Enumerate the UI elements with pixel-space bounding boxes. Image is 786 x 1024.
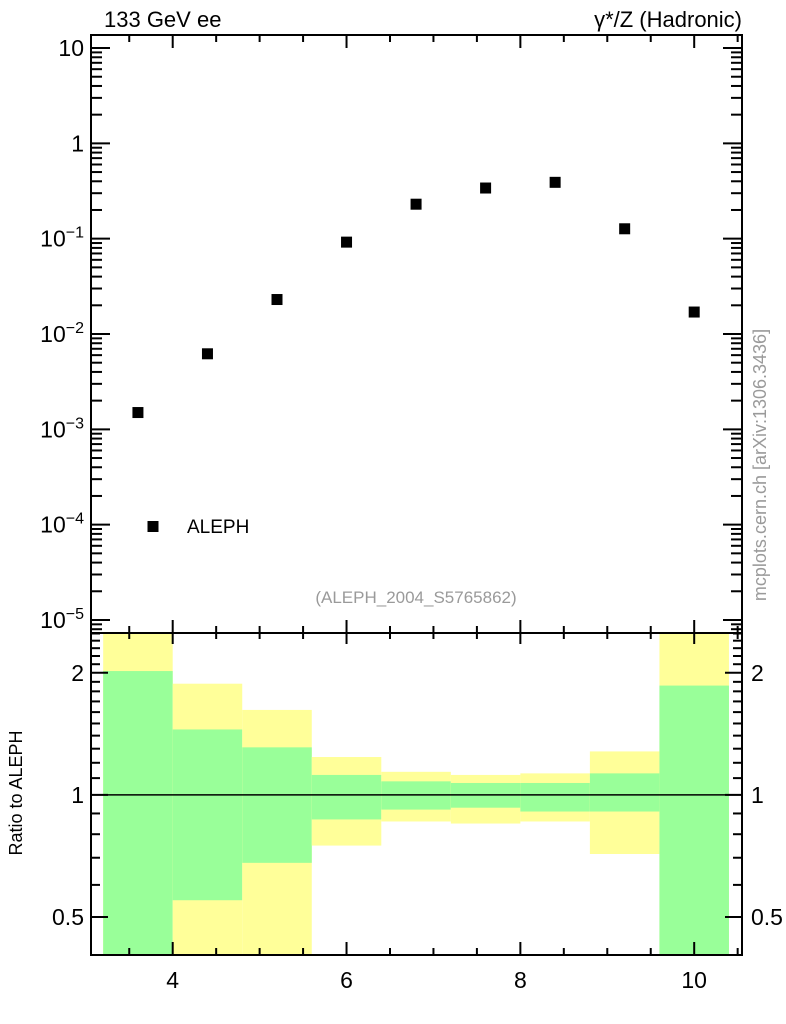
x-tick-label: 6 (340, 967, 353, 993)
data-point-marker (410, 198, 422, 210)
x-tick-label: 10 (681, 967, 707, 993)
ratio-bands-layer (91, 633, 742, 955)
main-y-tick-label: 10−1 (40, 225, 84, 252)
data-point-marker (480, 182, 492, 194)
legend-marker-square-icon (147, 521, 159, 532)
ratio-y-tick-label-left: 1 (71, 782, 84, 808)
main-plot-frame (90, 34, 743, 634)
data-point-marker (132, 407, 144, 419)
x-tick-label: 4 (166, 967, 179, 993)
main-y-tick-label: 10−4 (40, 511, 84, 538)
right-title: γ*/Z (Hadronic) (594, 7, 742, 32)
mcplots-arxiv-note: mcplots.cern.ch [arXiv:1306.3436] (750, 329, 770, 601)
ratio-band-green (103, 671, 173, 955)
ratio-band-green (172, 729, 243, 901)
data-point-marker (341, 236, 353, 248)
axes-layer (90, 34, 743, 956)
left-title: 133 GeV ee (104, 7, 221, 32)
data-point-marker (271, 294, 283, 306)
ratio-axis-label: Ratio to ALEPH (6, 730, 26, 855)
tick-labels-layer: 10 1 10−1 10−2 10−3 10−4 10−5 4 6 8 10 0.5 0.5 1 1 2 2 (40, 35, 783, 993)
watermark-analysis-id: (ALEPH_2004_S5765862) (315, 588, 516, 607)
ratio-y-tick-label-right: 1 (751, 782, 764, 808)
legend-label: ALEPH (187, 517, 249, 538)
ratio-band-green (659, 685, 729, 955)
ratio-y-tick-label-right: 0.5 (751, 904, 783, 930)
ratio-band-green (520, 782, 590, 812)
ratio-band-green (311, 774, 382, 820)
main-y-tick-label: 10 (58, 35, 84, 61)
ratio-y-tick-label-right: 2 (751, 660, 764, 686)
data-point-marker (619, 223, 631, 235)
ratio-y-tick-label-left: 2 (71, 660, 84, 686)
main-y-tick-label: 10−3 (40, 415, 84, 442)
main-y-tick-label: 10−5 (40, 606, 84, 633)
x-tick-label: 8 (514, 967, 527, 993)
data-point-marker (201, 348, 213, 360)
ratio-y-tick-label-left: 0.5 (52, 904, 84, 930)
ratio-band-green (589, 773, 660, 812)
data-points-layer (132, 176, 700, 419)
main-y-tick-label: 1 (71, 130, 84, 156)
main-y-tick-label: 10−2 (40, 320, 84, 347)
data-point-marker (549, 176, 561, 188)
ratio-band-green (242, 747, 312, 863)
data-point-marker (688, 306, 700, 318)
